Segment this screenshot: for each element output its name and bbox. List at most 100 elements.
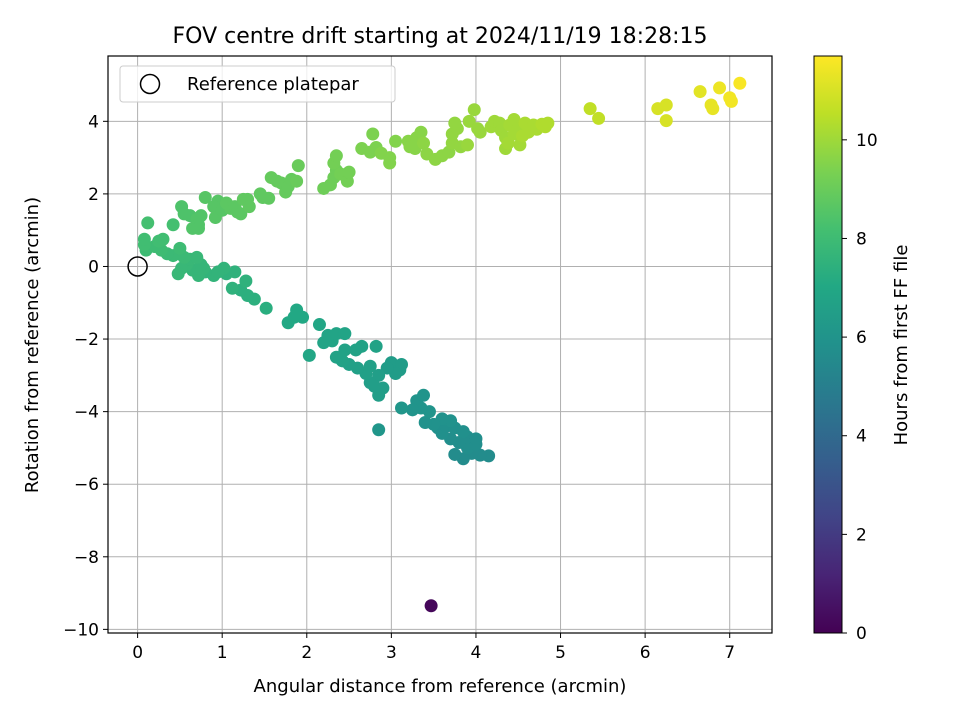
scatter-point: [211, 265, 225, 279]
scatter-point: [137, 232, 151, 246]
colorbar-tick-label: 6: [856, 328, 867, 348]
scatter-point: [302, 348, 316, 362]
scatter-point: [693, 85, 707, 99]
colorbar: 0 2 4 6 8 10 Hours from first FF file: [813, 55, 912, 644]
x-tick-label: 1: [217, 643, 228, 663]
colorbar-tick-label: 8: [856, 229, 867, 249]
x-tick-label: 2: [301, 643, 312, 663]
scatter-point: [659, 114, 673, 128]
scatter-points: [137, 76, 747, 613]
scatter-point: [367, 379, 381, 393]
scatter-point: [592, 111, 606, 125]
colorbar-tick-label: 0: [856, 624, 867, 644]
legend: Reference platepar: [119, 65, 396, 103]
chart-title: FOV centre drift starting at 2024/11/19 …: [173, 24, 708, 49]
scatter-point: [225, 281, 239, 295]
scatter-point: [414, 125, 428, 139]
scatter-point: [724, 94, 738, 108]
scatter-point: [366, 127, 380, 141]
x-tick-label: 5: [555, 643, 566, 663]
y-tick-label: 2: [88, 185, 99, 205]
scatter-point: [198, 191, 212, 205]
scatter-point: [395, 401, 409, 415]
scatter-point: [541, 116, 555, 130]
y-tick-label: −4: [74, 403, 99, 423]
scatter-point: [329, 350, 343, 364]
colorbar-tick-label: 2: [856, 525, 867, 545]
scatter-point: [369, 339, 383, 353]
scatter-point: [312, 318, 326, 332]
scatter-point: [363, 359, 377, 373]
scatter-point: [456, 425, 470, 439]
y-tick-label: −8: [74, 548, 99, 568]
scatter-point: [329, 149, 343, 163]
scatter-point: [192, 221, 206, 235]
reference-marker: [127, 256, 148, 277]
x-tick-label: 4: [471, 643, 482, 663]
scatter-point: [418, 416, 432, 430]
legend-frame: [119, 65, 396, 103]
grid-lines: [108, 56, 772, 633]
scatter-point: [372, 423, 386, 437]
scatter-point: [713, 81, 727, 95]
scatter-point: [380, 361, 394, 375]
x-tick-label: 3: [386, 643, 397, 663]
scatter-point: [290, 174, 304, 188]
scatter-point: [417, 388, 431, 402]
colorbar-tick-label: 10: [856, 131, 878, 151]
scatter-point: [262, 191, 276, 205]
scatter-point: [281, 316, 295, 330]
scatter-point: [473, 125, 487, 139]
scatter-point: [424, 599, 438, 613]
scatter-point: [706, 102, 720, 116]
scatter-point: [467, 103, 481, 117]
plot-frame: [107, 55, 773, 634]
scatter-point: [259, 301, 273, 315]
scatter-point: [406, 403, 420, 417]
scatter-point: [141, 216, 155, 230]
x-tick-label: 7: [724, 643, 735, 663]
scatter-point: [383, 156, 397, 170]
scatter-point: [338, 327, 352, 341]
scatter-point: [462, 114, 476, 128]
scatter-point: [733, 76, 747, 90]
colorbar-tick-label: 4: [856, 427, 867, 447]
colorbar-ticks: 0 2 4 6 8 10: [842, 131, 878, 644]
y-tick-label: −6: [74, 475, 99, 495]
scatter-point: [448, 447, 462, 461]
y-tick-label: −10: [63, 620, 99, 640]
scatter-point: [342, 165, 356, 179]
scatter-point: [166, 218, 180, 232]
scatter-point: [242, 200, 256, 214]
x-axis-label: Angular distance from reference (arcmin): [254, 676, 627, 697]
y-tick-label: 4: [88, 112, 99, 132]
scatter-point: [372, 368, 386, 382]
scatter-point: [659, 98, 673, 112]
colorbar-gradient: [814, 56, 842, 633]
scatter-point: [448, 116, 462, 130]
scatter-point: [291, 159, 305, 173]
colorbar-label: Hours from first FF file: [891, 245, 912, 446]
y-axis-ticks: −10 −8 −6 −4 −2 0 2 4: [63, 112, 108, 640]
plot-background: [108, 56, 772, 633]
scatter-point: [460, 138, 474, 152]
x-tick-label: 6: [640, 643, 651, 663]
y-tick-label: −2: [74, 330, 99, 350]
legend-marker: [139, 73, 161, 95]
y-tick-label: 0: [88, 257, 99, 277]
scatter-point: [583, 102, 597, 116]
scatter-point: [228, 265, 242, 279]
x-axis-ticks: 0 1 2 3 4 5 6 7: [132, 633, 735, 663]
scatter-point: [171, 267, 185, 281]
scatter-point: [338, 343, 352, 357]
scatter-point: [469, 432, 483, 446]
scatter-point: [156, 232, 170, 246]
y-axis-label: Rotation from reference (arcmin): [22, 197, 43, 493]
scatter-point: [190, 250, 204, 264]
scatter-point: [234, 207, 248, 221]
scatter-point: [173, 241, 187, 255]
legend-entry-label: Reference platepar: [187, 74, 359, 95]
plot-area: 0 1 2 3 4 5 6 7 −10 −8 −6 −4 −2 0 2 4: [63, 55, 773, 663]
scatter-point: [389, 134, 403, 148]
